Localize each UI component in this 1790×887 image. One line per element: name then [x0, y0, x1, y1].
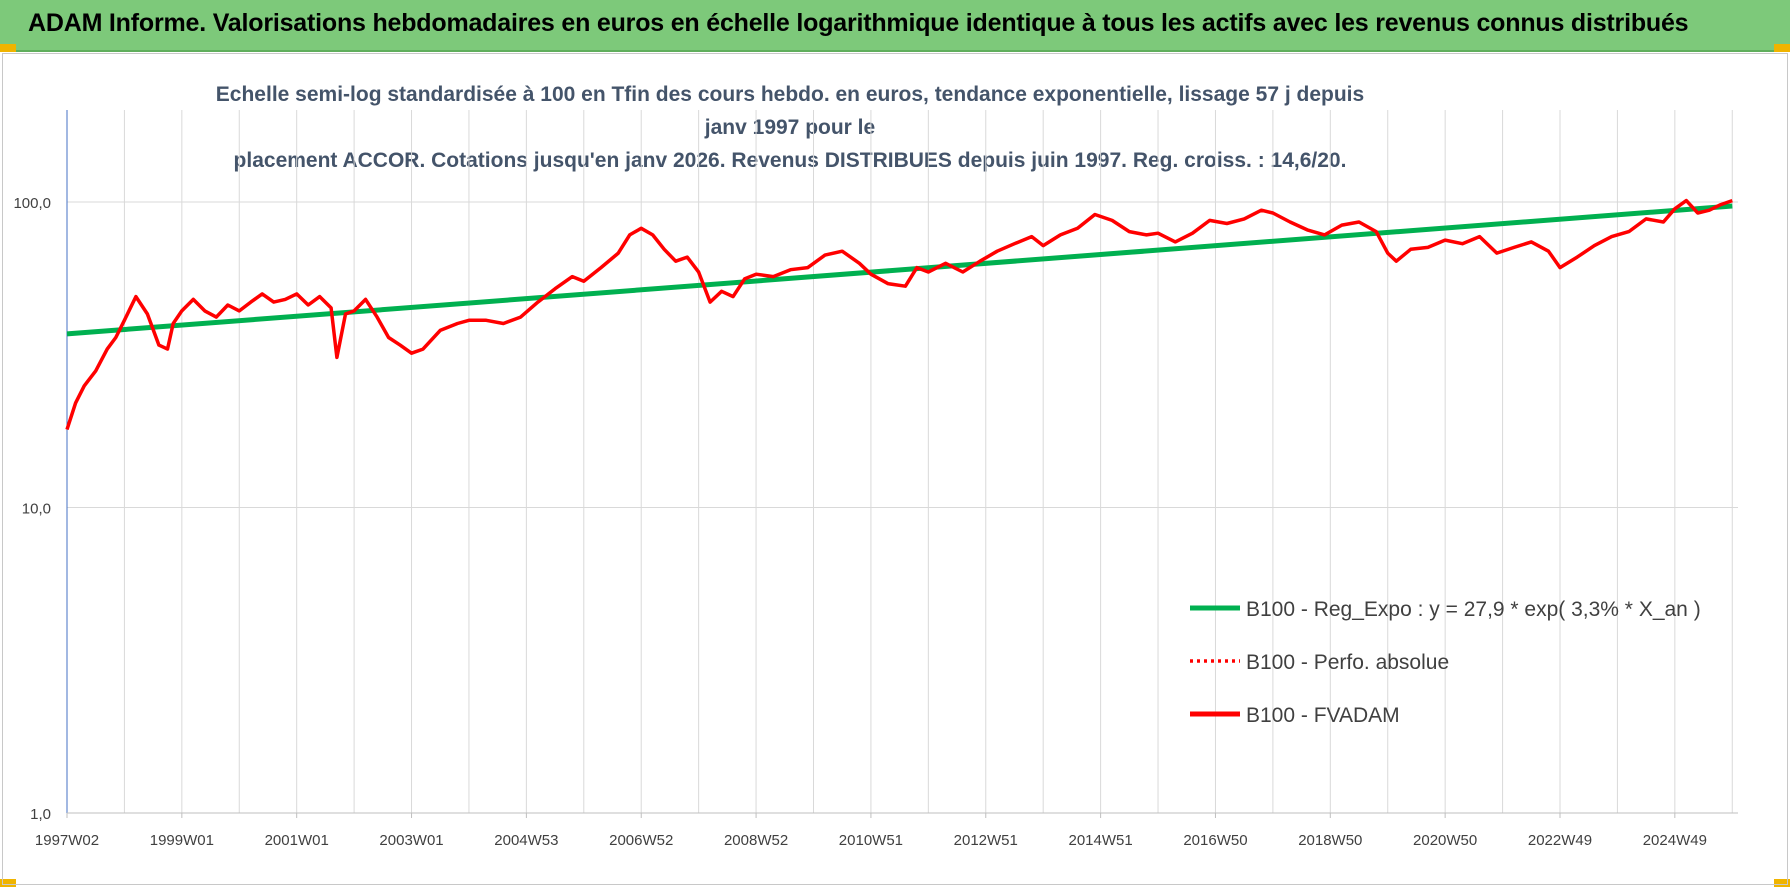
x-tick-label: 2008W52 — [724, 832, 788, 849]
corner-marker-bottom-right — [1774, 879, 1790, 887]
y-tick-label: 100,0 — [13, 195, 51, 212]
x-tick-label: 2014W51 — [1068, 832, 1132, 849]
chart-title-line-1: Echelle semi-log standardisée à 100 en T… — [215, 83, 1365, 139]
legend: B100 - Reg_Expo : y = 27,9 * exp( 3,3% *… — [1190, 598, 1701, 727]
x-tick-label: 2022W49 — [1528, 832, 1592, 849]
corner-marker-bottom-left — [0, 879, 16, 887]
x-tick-label: 2016W50 — [1183, 832, 1247, 849]
page-title: ADAM Informe. Valorisations hebdomadaire… — [28, 9, 1689, 37]
legend-label: B100 - Reg_Expo : y = 27,9 * exp( 3,3% *… — [1246, 598, 1701, 621]
horizontal-gridlines — [67, 201, 1738, 508]
chart-frame — [2, 53, 1788, 885]
x-tick-label: 2003W01 — [379, 832, 443, 849]
corner-marker-top-left — [0, 44, 16, 52]
x-tick-label: 2006W52 — [609, 832, 673, 849]
y-tick-labels: 100,0 10,0 1,0 — [13, 195, 51, 823]
legend-label: B100 - Perfo. absolue — [1246, 651, 1449, 674]
x-tick-label: 2020W50 — [1413, 832, 1477, 849]
y-tick-label: 10,0 — [22, 500, 51, 517]
series-line-fvadam — [65, 198, 1733, 431]
series-layer — [65, 198, 1733, 431]
x-tick-label: 2018W50 — [1298, 832, 1362, 849]
x-tick-label: 1999W01 — [150, 832, 214, 849]
vertical-gridlines — [66, 110, 1733, 813]
x-tick-label: 1997W02 — [35, 832, 99, 849]
axes — [66, 110, 1738, 814]
x-tick-label: 2024W49 — [1643, 832, 1707, 849]
title-banner: ADAM Informe. Valorisations hebdomadaire… — [0, 0, 1790, 52]
series-line-regression — [66, 203, 1733, 337]
x-tick-label: 2001W01 — [265, 832, 329, 849]
x-tick-label: 2010W51 — [839, 832, 903, 849]
x-tick-label: 2012W51 — [954, 832, 1018, 849]
x-tick-label: 2004W53 — [494, 832, 558, 849]
chart-title-line-2: placement ACCOR. Cotations jusqu'en janv… — [233, 149, 1347, 172]
y-tick-label: 1,0 — [30, 806, 51, 823]
chart-title: Echelle semi-log standardisée à 100 en T… — [200, 78, 1380, 177]
legend-label: B100 - FVADAM — [1246, 704, 1400, 727]
x-tick-labels: 1997W02 1999W01 2001W01 2003W01 2004W53 2006W… — [35, 813, 1707, 849]
corner-marker-top-right — [1774, 44, 1790, 52]
